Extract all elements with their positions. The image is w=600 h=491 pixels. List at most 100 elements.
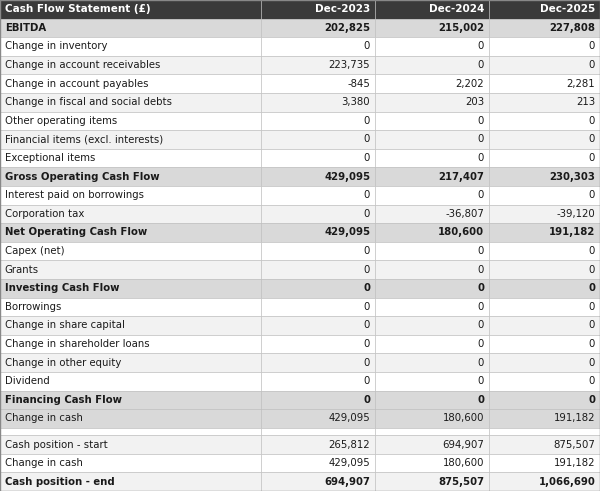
Text: Cash position - start: Cash position - start bbox=[5, 439, 107, 449]
Bar bbox=[0, 390, 261, 409]
Bar bbox=[0, 472, 261, 491]
Text: 191,182: 191,182 bbox=[554, 413, 595, 423]
Text: 180,600: 180,600 bbox=[438, 227, 484, 238]
Bar bbox=[375, 186, 489, 205]
Text: 0: 0 bbox=[364, 116, 370, 126]
Bar bbox=[0, 167, 261, 186]
Bar bbox=[375, 223, 489, 242]
Bar bbox=[261, 279, 375, 298]
Bar bbox=[375, 93, 489, 111]
Bar bbox=[261, 435, 375, 454]
Text: 0: 0 bbox=[478, 376, 484, 386]
Text: 0: 0 bbox=[478, 191, 484, 200]
Text: 0: 0 bbox=[478, 135, 484, 144]
Bar bbox=[375, 298, 489, 316]
Bar bbox=[0, 354, 261, 372]
Bar bbox=[261, 19, 375, 37]
Bar bbox=[375, 409, 489, 428]
Bar bbox=[0, 335, 261, 354]
Text: Grants: Grants bbox=[5, 265, 39, 274]
Text: 0: 0 bbox=[589, 42, 595, 52]
Text: Change in account payables: Change in account payables bbox=[5, 79, 148, 89]
Bar bbox=[261, 409, 375, 428]
Bar bbox=[261, 205, 375, 223]
Text: 0: 0 bbox=[589, 135, 595, 144]
Text: EBITDA: EBITDA bbox=[5, 23, 46, 33]
Bar bbox=[489, 409, 600, 428]
Text: 0: 0 bbox=[364, 357, 370, 368]
Bar bbox=[375, 111, 489, 130]
Bar bbox=[261, 167, 375, 186]
Text: Gross Operating Cash Flow: Gross Operating Cash Flow bbox=[5, 172, 160, 182]
Text: 0: 0 bbox=[478, 60, 484, 70]
Bar bbox=[375, 0, 489, 19]
Bar bbox=[489, 454, 600, 472]
Text: Change in cash: Change in cash bbox=[5, 413, 83, 423]
Bar bbox=[0, 242, 261, 260]
Text: 0: 0 bbox=[364, 135, 370, 144]
Text: Change in cash: Change in cash bbox=[5, 458, 83, 468]
Bar bbox=[375, 428, 489, 435]
Bar bbox=[489, 298, 600, 316]
Bar bbox=[261, 372, 375, 390]
Bar bbox=[261, 454, 375, 472]
Bar bbox=[375, 316, 489, 335]
Bar bbox=[375, 372, 489, 390]
Text: Financial items (excl. interests): Financial items (excl. interests) bbox=[5, 135, 163, 144]
Bar bbox=[489, 167, 600, 186]
Bar bbox=[489, 372, 600, 390]
Bar bbox=[261, 37, 375, 56]
Text: 223,735: 223,735 bbox=[329, 60, 370, 70]
Text: Interest paid on borrowings: Interest paid on borrowings bbox=[5, 191, 144, 200]
Text: 0: 0 bbox=[478, 42, 484, 52]
Text: 694,907: 694,907 bbox=[442, 439, 484, 449]
Text: 0: 0 bbox=[364, 191, 370, 200]
Bar bbox=[489, 354, 600, 372]
Bar bbox=[489, 316, 600, 335]
Text: Change in other equity: Change in other equity bbox=[5, 357, 121, 368]
Text: 0: 0 bbox=[477, 283, 484, 293]
Text: 0: 0 bbox=[364, 209, 370, 219]
Bar bbox=[489, 390, 600, 409]
Text: 0: 0 bbox=[589, 191, 595, 200]
Text: Dec-2025: Dec-2025 bbox=[540, 4, 595, 14]
Bar bbox=[489, 260, 600, 279]
Text: 0: 0 bbox=[478, 339, 484, 349]
Bar bbox=[261, 93, 375, 111]
Bar bbox=[375, 37, 489, 56]
Text: 429,095: 429,095 bbox=[328, 413, 370, 423]
Bar bbox=[489, 93, 600, 111]
Text: Investing Cash Flow: Investing Cash Flow bbox=[5, 283, 119, 293]
Bar bbox=[489, 335, 600, 354]
Bar bbox=[489, 130, 600, 149]
Text: 191,182: 191,182 bbox=[554, 458, 595, 468]
Bar bbox=[489, 75, 600, 93]
Bar bbox=[0, 260, 261, 279]
Bar bbox=[375, 19, 489, 37]
Text: Dec-2023: Dec-2023 bbox=[315, 4, 370, 14]
Text: 0: 0 bbox=[363, 395, 370, 405]
Text: 203: 203 bbox=[465, 97, 484, 108]
Text: 0: 0 bbox=[363, 283, 370, 293]
Bar bbox=[0, 205, 261, 223]
Bar bbox=[375, 454, 489, 472]
Text: 0: 0 bbox=[478, 357, 484, 368]
Bar bbox=[489, 111, 600, 130]
Bar bbox=[489, 435, 600, 454]
Bar bbox=[261, 149, 375, 167]
Text: -36,807: -36,807 bbox=[445, 209, 484, 219]
Bar bbox=[261, 111, 375, 130]
Bar bbox=[489, 279, 600, 298]
Bar bbox=[375, 435, 489, 454]
Text: Change in account receivables: Change in account receivables bbox=[5, 60, 160, 70]
Text: 0: 0 bbox=[364, 302, 370, 312]
Bar bbox=[489, 242, 600, 260]
Bar bbox=[489, 19, 600, 37]
Text: 694,907: 694,907 bbox=[325, 477, 370, 487]
Bar bbox=[261, 335, 375, 354]
Bar bbox=[0, 37, 261, 56]
Text: 191,182: 191,182 bbox=[549, 227, 595, 238]
Text: 180,600: 180,600 bbox=[443, 413, 484, 423]
Bar bbox=[261, 390, 375, 409]
Text: 213: 213 bbox=[576, 97, 595, 108]
